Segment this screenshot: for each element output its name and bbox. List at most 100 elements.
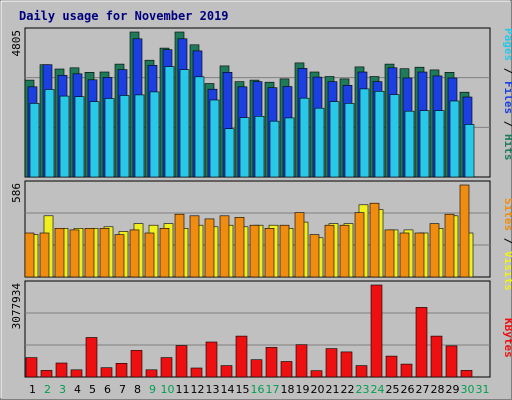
hits-max-label: 4805 — [10, 30, 23, 57]
kbytes-bar-kbytes-day-27 — [415, 307, 428, 378]
kbytes-max-label: 3077934 — [10, 283, 23, 330]
kbytes-bar-kbytes-day-25 — [385, 355, 398, 378]
sites-visits-bar-sites-day-14 — [219, 215, 230, 278]
sites-visits-bar-sites-day-28 — [429, 223, 440, 278]
kbytes-bar-kbytes-day-28 — [430, 335, 443, 378]
sites-visits-bar-sites-day-11 — [174, 213, 185, 278]
sites-visits-bar-sites-day-21 — [324, 224, 335, 278]
x-tick-label-day-7: 7 — [119, 383, 126, 396]
kbytes-bar-kbytes-day-2 — [40, 370, 53, 378]
hits-files-pages-bar-pages-day-21 — [329, 101, 340, 178]
x-tick-label-day-28: 28 — [431, 383, 445, 396]
hits-files-pages-bar-pages-day-24 — [374, 91, 385, 178]
kbytes-bar-kbytes-day-11 — [175, 345, 188, 378]
sites-visits-bar-sites-day-30 — [459, 184, 470, 278]
sites-visits-bar-sites-day-6 — [99, 228, 110, 278]
hits-files-pages-bar-pages-day-9 — [149, 91, 160, 178]
hits-files-pages-bar-pages-day-17 — [269, 120, 280, 178]
x-tick-label-day-1: 1 — [29, 383, 36, 396]
hits-files-pages-bar-pages-day-7 — [119, 95, 130, 178]
x-tick-label-day-25: 25 — [386, 383, 400, 396]
x-tick-label-day-18: 18 — [281, 383, 295, 396]
sites-visits-bar-sites-day-17 — [264, 228, 275, 278]
legend-files: Files — [502, 81, 512, 114]
x-axis-day-labels: 1 2 3 4 5 6 7 8 9 10 11 12 13 14 15 16 17 18 19 20 21 22 23 24 2… — [29, 383, 490, 396]
x-tick-label-day-3: 3 — [59, 383, 66, 396]
sites-visits-bar-sites-day-8 — [129, 229, 140, 278]
hits-files-pages-bar-pages-day-29 — [449, 100, 460, 178]
kbytes-bar-kbytes-day-14 — [220, 365, 233, 378]
sites-visits-bar-sites-day-2 — [39, 232, 50, 278]
legend-pages: Pages — [502, 28, 512, 61]
sites-visits-bar-sites-day-10 — [159, 228, 170, 278]
x-tick-label-day-17: 17 — [266, 383, 280, 396]
sites-visits-bar-sites-day-19 — [294, 212, 305, 278]
kbytes-bar-kbytes-day-18 — [280, 361, 293, 378]
kbytes-bar-kbytes-day-4 — [70, 369, 83, 378]
hits-files-pages-bar-pages-day-12 — [194, 76, 205, 178]
x-tick-label-day-16: 16 — [251, 383, 265, 396]
kbytes-bar-kbytes-day-29 — [445, 345, 458, 378]
sites-visits-bar-sites-day-13 — [204, 218, 215, 278]
hits-files-pages-bar-pages-day-10 — [164, 66, 175, 178]
kbytes-bar-kbytes-day-22 — [340, 351, 353, 378]
kbytes-bar-kbytes-day-23 — [355, 365, 368, 378]
kbytes-bar-kbytes-day-9 — [145, 369, 158, 378]
legend-sep-1: / — [502, 61, 512, 81]
hits-files-pages-panel — [24, 27, 491, 178]
chart-title: Daily usage for November 2019 — [19, 9, 229, 23]
x-tick-label-day-27: 27 — [416, 383, 430, 396]
hits-files-pages-bar-pages-day-6 — [104, 98, 115, 178]
kbytes-bar-kbytes-day-7 — [115, 362, 128, 378]
legend-sep-3: / — [502, 231, 512, 251]
sites-visits-bar-sites-day-23 — [354, 212, 365, 278]
sites-visits-bar-sites-day-18 — [279, 224, 290, 278]
hits-files-pages-bar-pages-day-11 — [179, 69, 190, 178]
x-tick-label-day-11: 11 — [176, 383, 190, 396]
kbytes-bar-kbytes-day-6 — [100, 367, 113, 378]
kbytes-bar-kbytes-day-1 — [25, 357, 38, 378]
x-tick-label-day-31: 31 — [476, 383, 490, 396]
kbytes-bar-kbytes-day-3 — [55, 362, 68, 378]
sites-max-label: 586 — [10, 183, 23, 203]
hits-files-pages-bar-pages-day-15 — [239, 117, 250, 178]
hits-files-pages-bar-pages-day-14 — [224, 128, 235, 178]
hits-files-pages-bar-pages-day-25 — [389, 94, 400, 178]
x-tick-label-day-29: 29 — [446, 383, 460, 396]
sites-visits-panel — [24, 180, 491, 278]
kbytes-bar-kbytes-day-13 — [205, 341, 218, 378]
kbytes-bar-kbytes-day-12 — [190, 367, 203, 378]
x-tick-label-day-13: 13 — [206, 383, 220, 396]
sites-visits-bar-sites-day-16 — [249, 224, 260, 278]
x-tick-label-day-4: 4 — [74, 383, 81, 396]
kbytes-bar-kbytes-day-30 — [460, 370, 473, 378]
sites-visits-bar-sites-day-27 — [414, 232, 425, 278]
hits-files-pages-bar-pages-day-5 — [89, 101, 100, 178]
hits-files-pages-bar-pages-day-2 — [44, 89, 55, 178]
sites-visits-bar-sites-day-26 — [399, 232, 410, 278]
sites-visits-bar-sites-day-20 — [309, 234, 320, 278]
sites-visits-bar-sites-day-5 — [84, 228, 95, 278]
legend-sites: Sites — [502, 198, 512, 231]
sites-visits-bar-sites-day-9 — [144, 232, 155, 278]
hits-files-pages-bar-pages-day-4 — [74, 96, 85, 178]
sites-visits-bar-sites-day-3 — [54, 228, 65, 278]
hits-files-pages-bar-pages-day-22 — [344, 103, 355, 178]
x-tick-label-day-2: 2 — [44, 383, 51, 396]
kbytes-panel — [24, 280, 491, 378]
hits-files-pages-bar-pages-day-20 — [314, 107, 325, 178]
x-tick-label-day-30: 30 — [461, 383, 475, 396]
x-tick-label-day-14: 14 — [221, 383, 235, 396]
kbytes-bar-kbytes-day-19 — [295, 344, 308, 378]
hits-files-pages-bar-pages-day-18 — [284, 117, 295, 178]
sites-visits-bar-sites-day-29 — [444, 213, 455, 278]
kbytes-bar-kbytes-day-5 — [85, 337, 98, 378]
hits-files-pages-bar-pages-day-28 — [434, 110, 445, 178]
kbytes-bar-kbytes-day-21 — [325, 348, 338, 378]
kbytes-bar-kbytes-day-10 — [160, 357, 173, 378]
sites-visits-bar-sites-day-7 — [114, 234, 125, 278]
svg-text:Sites / Visits: Sites / Visits — [502, 198, 512, 291]
kbytes-bar-kbytes-day-8 — [130, 350, 143, 378]
x-tick-label-day-23: 23 — [356, 383, 370, 396]
x-tick-label-day-10: 10 — [161, 383, 175, 396]
